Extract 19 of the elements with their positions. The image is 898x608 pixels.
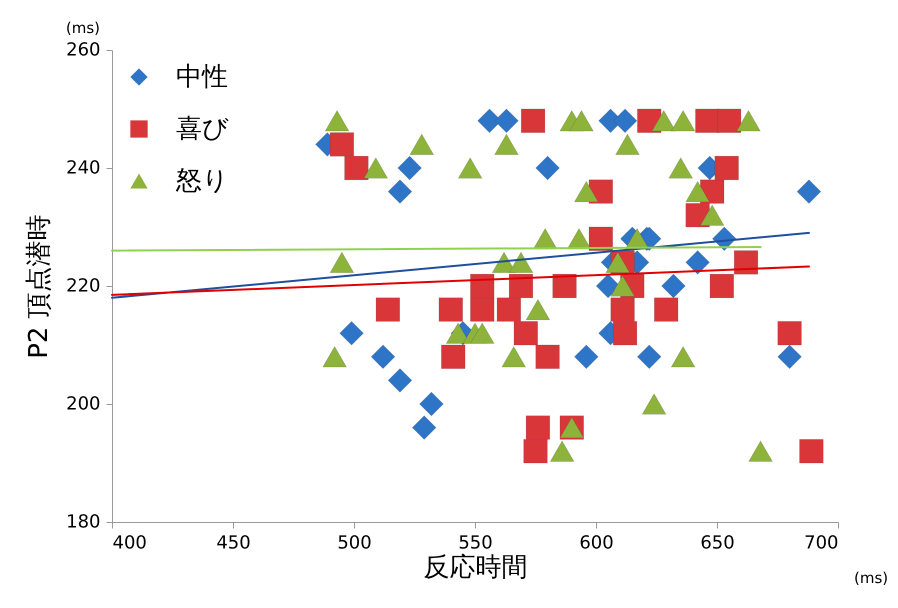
- x-tick-label: 650: [700, 532, 735, 554]
- legend-label: 喜び: [176, 114, 229, 144]
- legend-label: 怒り: [175, 166, 229, 196]
- x-tick-label: 550: [458, 532, 493, 554]
- y-tick-label: 220: [66, 276, 100, 296]
- legend-label: 中性: [176, 62, 228, 92]
- text: (ms): [854, 569, 888, 587]
- x-tick-label: 600: [579, 532, 614, 554]
- x-axis-title: 反応時間: [424, 552, 528, 582]
- x-tick-label: 400: [112, 532, 147, 554]
- x-tick-label: 450: [216, 532, 251, 554]
- x-tick-label: 700: [804, 532, 838, 554]
- y-axis-title: P2 頂点潜時: [24, 214, 54, 359]
- y-tick-label: 240: [66, 158, 100, 178]
- x-tick-label: 500: [337, 532, 372, 554]
- y-tick-label: 200: [66, 394, 100, 414]
- text: (ms): [66, 19, 100, 37]
- y-tick-label: 180: [66, 512, 100, 532]
- y-tick-label: 260: [66, 40, 100, 60]
